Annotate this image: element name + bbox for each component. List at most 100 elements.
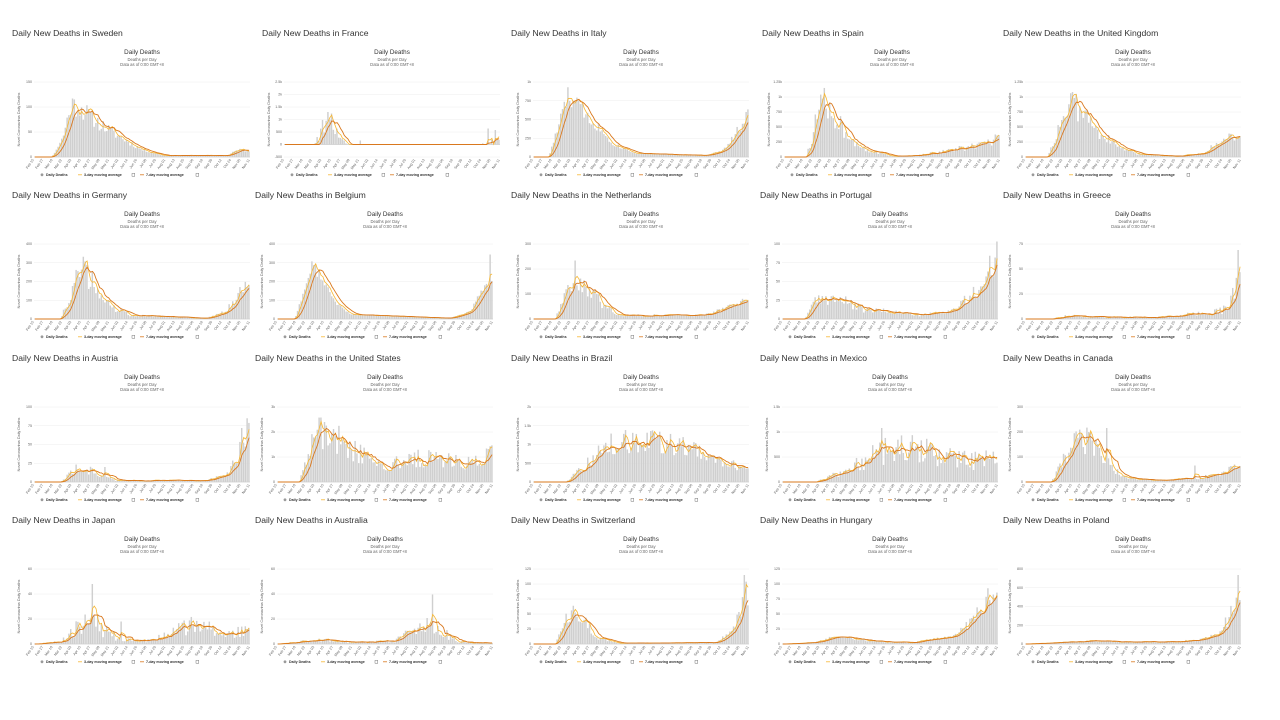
legend-checkbox[interactable] — [374, 660, 378, 664]
legend-checkbox[interactable] — [195, 173, 199, 177]
daily-deaths-bar — [358, 315, 360, 319]
legend-checkbox[interactable] — [374, 335, 378, 339]
legend-checkbox[interactable] — [131, 498, 135, 502]
daily-deaths-bar — [556, 313, 558, 319]
legend-checkbox[interactable] — [630, 660, 634, 664]
legend-label: 3-day moving average — [1075, 498, 1113, 502]
daily-deaths-bar — [942, 149, 944, 157]
legend-checkbox[interactable] — [445, 173, 449, 177]
daily-deaths-bar — [617, 313, 620, 319]
legend-checkbox[interactable] — [438, 660, 442, 664]
legend-checkbox[interactable] — [694, 173, 698, 177]
legend-checkbox[interactable] — [131, 173, 135, 177]
daily-deaths-bar — [886, 312, 888, 319]
daily-deaths-bar — [467, 641, 470, 644]
x-tick-label: Apr 27 — [332, 158, 341, 169]
x-tick-label: Aug 13 — [665, 320, 675, 332]
daily-deaths-bar — [830, 296, 833, 319]
daily-deaths-bar — [1161, 316, 1164, 319]
daily-deaths-bar — [174, 155, 176, 157]
legend-checkbox[interactable] — [879, 660, 883, 664]
daily-deaths-bar — [1201, 638, 1203, 644]
legend-checkbox[interactable] — [438, 335, 442, 339]
daily-deaths-bar — [947, 310, 950, 319]
daily-deaths-bar — [1235, 469, 1238, 482]
x-tick-label: Jul 20 — [398, 158, 407, 168]
daily-deaths-bar — [401, 316, 403, 319]
daily-deaths-bar — [718, 457, 720, 482]
daily-deaths-bar — [693, 442, 695, 482]
legend-checkbox[interactable] — [879, 335, 883, 339]
daily-deaths-bar — [331, 434, 333, 482]
daily-deaths-bar — [413, 628, 416, 644]
daily-deaths-bar — [633, 315, 636, 319]
daily-deaths-bar — [693, 316, 695, 319]
daily-deaths-bar — [71, 98, 74, 157]
legend-checkbox[interactable] — [630, 173, 634, 177]
legend-checkbox[interactable] — [1122, 498, 1126, 502]
legend-checkbox[interactable] — [381, 173, 385, 177]
legend-checkbox[interactable] — [881, 173, 885, 177]
daily-deaths-bar — [874, 151, 876, 157]
daily-deaths-bar — [700, 155, 702, 157]
daily-deaths-bar — [588, 123, 591, 157]
daily-deaths-bar — [341, 439, 344, 482]
daily-deaths-bar — [1196, 315, 1198, 319]
legend-checkbox[interactable] — [195, 335, 199, 339]
x-tick-label: Aug 25 — [925, 158, 935, 170]
legend-checkbox[interactable] — [943, 335, 947, 339]
daily-deaths-bar — [945, 452, 948, 482]
daily-deaths-bar — [352, 461, 355, 482]
legend-checkbox[interactable] — [131, 660, 135, 664]
legend-checkbox[interactable] — [374, 498, 378, 502]
daily-deaths-bar — [473, 462, 475, 482]
daily-deaths-bar — [1127, 150, 1130, 157]
chart-title: Daily Deaths — [872, 211, 908, 218]
legend-checkbox[interactable] — [195, 660, 199, 664]
y-tick-label: 0 — [273, 480, 275, 484]
legend-checkbox[interactable] — [694, 498, 698, 502]
daily-deaths-bar — [1197, 479, 1200, 482]
legend-checkbox[interactable] — [1122, 335, 1126, 339]
legend-checkbox[interactable] — [195, 498, 199, 502]
daily-deaths-bar — [626, 149, 629, 157]
legend-checkbox[interactable] — [879, 498, 883, 502]
legend-checkbox[interactable] — [1186, 660, 1190, 664]
x-tick-label: Apr 15 — [72, 645, 81, 656]
daily-deaths-bar — [377, 315, 380, 319]
legend-checkbox[interactable] — [943, 660, 947, 664]
x-tick-label: Jun 26 — [372, 483, 381, 494]
daily-deaths-bar — [1102, 462, 1104, 482]
daily-deaths-bar — [684, 642, 686, 644]
y-tick-label: 50 — [776, 612, 780, 616]
daily-deaths-bar — [403, 316, 405, 319]
legend-checkbox[interactable] — [945, 173, 949, 177]
legend-checkbox[interactable] — [943, 498, 947, 502]
legend-checkbox[interactable] — [438, 498, 442, 502]
legend-checkbox[interactable] — [630, 498, 634, 502]
legend-checkbox[interactable] — [1122, 173, 1126, 177]
chart-subtitle: Deaths per Day — [127, 382, 157, 387]
daily-deaths-bar — [142, 639, 144, 644]
daily-deaths-bar — [338, 425, 340, 482]
legend-checkbox[interactable] — [1122, 660, 1126, 664]
daily-deaths-bar — [370, 457, 373, 482]
legend-checkbox[interactable] — [1186, 335, 1190, 339]
y-tick-label: 250 — [776, 140, 782, 144]
legend-checkbox[interactable] — [131, 335, 135, 339]
daily-deaths-bar — [569, 100, 571, 157]
daily-deaths-bar — [1104, 138, 1106, 157]
daily-deaths-bar — [1104, 641, 1106, 644]
legend-checkbox[interactable] — [694, 660, 698, 664]
daily-deaths-bar — [147, 152, 149, 157]
legend-checkbox[interactable] — [630, 335, 634, 339]
legend-checkbox[interactable] — [1186, 173, 1190, 177]
legend-marker — [539, 498, 543, 502]
daily-deaths-bar — [632, 643, 634, 644]
daily-deaths-bar — [151, 152, 153, 157]
daily-deaths-bar — [906, 460, 908, 482]
daily-deaths-bar — [106, 300, 108, 319]
daily-deaths-bar — [1178, 478, 1180, 482]
legend-checkbox[interactable] — [694, 335, 698, 339]
legend-checkbox[interactable] — [1186, 498, 1190, 502]
